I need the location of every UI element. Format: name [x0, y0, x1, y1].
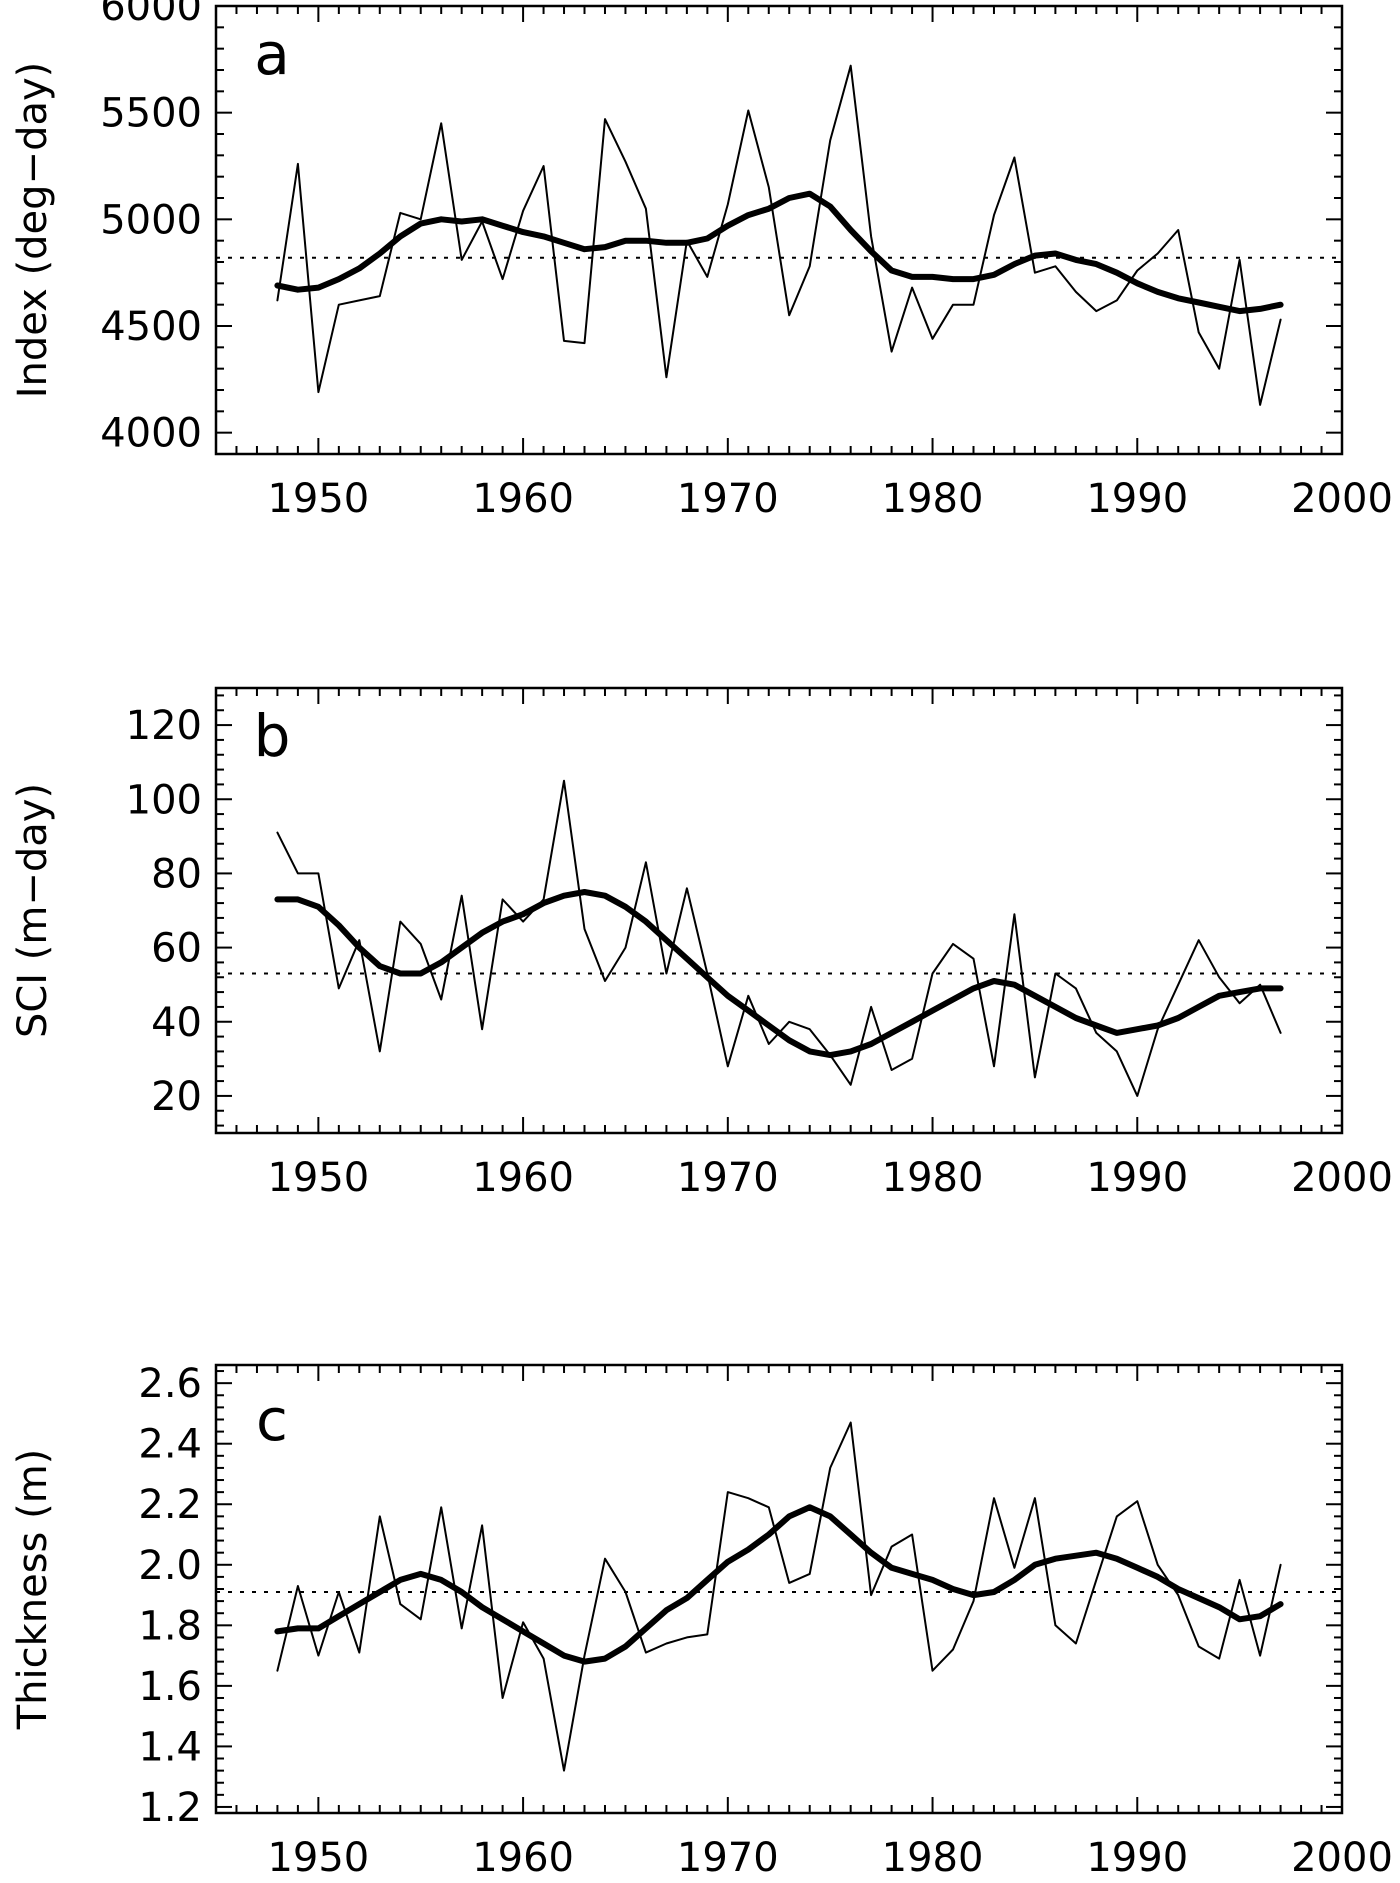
y-tick-label: 4000: [100, 411, 202, 457]
y-tick-label: 40: [151, 1000, 202, 1046]
y-tick-label: 1.2: [138, 1785, 202, 1831]
panel-c: 1950 1960 1970 1980 1990 2000 1.2 1.4 1.6 1.8 2.0 2…: [10, 1361, 1393, 1881]
x-tick-label: 2000: [1291, 1155, 1393, 1201]
y-tick-label: 1.4: [138, 1724, 202, 1770]
x-tick-label: 1990: [1086, 476, 1188, 522]
panel-letter: b: [254, 702, 291, 770]
annual-series-line: [276, 1421, 1282, 1772]
y-tick-label: 5500: [100, 91, 202, 137]
y-tick-label: 80: [151, 851, 202, 897]
plot-frame: [214, 4, 1344, 456]
y-tick-label: 6000: [100, 0, 202, 30]
y-tick-label: 5000: [100, 197, 202, 243]
y-tick-label: 100: [126, 777, 202, 823]
y-tick-label: 20: [151, 1074, 202, 1120]
panel-b: 1950 1960 1970 1980 1990 2000 20 40 60 80 100 120 SC…: [10, 686, 1393, 1201]
y-tick-label: 120: [126, 703, 202, 749]
plot-frame: [214, 686, 1344, 1135]
y-tick-label: 4500: [100, 304, 202, 350]
x-tick-label: 1970: [677, 1835, 779, 1881]
y-tick-label: 1.8: [138, 1603, 202, 1649]
panel-letter: c: [256, 1386, 288, 1454]
x-tick-label: 1970: [677, 476, 779, 522]
x-tick-label: 2000: [1291, 476, 1393, 522]
smoothed-series-line: [274, 889, 1284, 1059]
smoothed-series-line: [274, 190, 1284, 315]
x-tick-label: 1970: [677, 1155, 779, 1201]
annual-series-line: [276, 64, 1282, 406]
y-axis-label: SCI (m−day): [10, 783, 56, 1038]
x-tick-label: 1960: [472, 1835, 574, 1881]
y-axis-label: Thickness (m): [10, 1449, 56, 1731]
x-tick-label: 1990: [1086, 1155, 1188, 1201]
y-tick-label: 2.2: [138, 1482, 202, 1528]
y-tick-label: 2.4: [138, 1422, 202, 1468]
smoothed-series-line: [274, 1504, 1284, 1665]
x-tick-label: 1950: [267, 476, 369, 522]
x-tick-label: 1990: [1086, 1835, 1188, 1881]
x-tick-label: 1950: [267, 1155, 369, 1201]
x-tick-label: 2000: [1291, 1835, 1393, 1881]
x-tick-label: 1960: [472, 476, 574, 522]
panel-letter: a: [254, 20, 290, 88]
x-tick-label: 1980: [882, 476, 984, 522]
x-tick-label: 1980: [882, 1155, 984, 1201]
x-tick-label: 1950: [267, 1835, 369, 1881]
y-tick-label: 60: [151, 926, 202, 972]
panel-a: 1950 1960 1970 1980 1990 2000 4000 4500 5000 5500…: [10, 0, 1393, 522]
y-tick-label: 1.6: [138, 1664, 202, 1710]
annual-series-line: [276, 779, 1282, 1097]
x-tick-label: 1960: [472, 1155, 574, 1201]
y-axis-label: Index (deg−day): [10, 62, 56, 399]
x-tick-label: 1980: [882, 1835, 984, 1881]
y-tick-label: 2.6: [138, 1361, 202, 1407]
y-tick-label: 2.0: [138, 1543, 202, 1589]
